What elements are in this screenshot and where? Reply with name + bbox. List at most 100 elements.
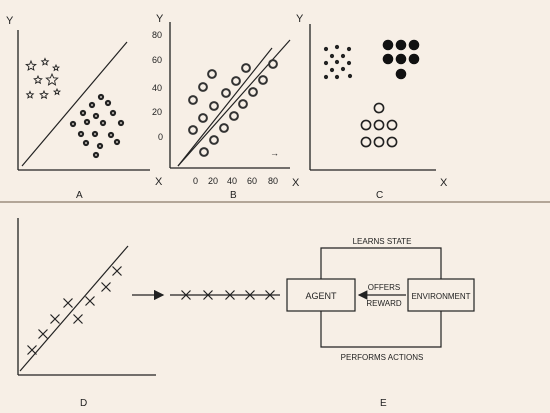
cross-mark-icon bbox=[101, 282, 111, 292]
filled-dot-icon bbox=[382, 39, 394, 51]
agent-label: AGENT bbox=[305, 291, 337, 301]
star-icon bbox=[33, 74, 43, 85]
panel-b-x-tick: 60 bbox=[247, 176, 257, 186]
filled-dot-icon bbox=[323, 60, 329, 66]
star-icon bbox=[40, 57, 50, 66]
filled-dot-icon bbox=[340, 53, 346, 59]
cross-mark-icon bbox=[225, 290, 235, 300]
cross-mark-icon bbox=[50, 314, 60, 324]
panel-b-regression-line-1 bbox=[177, 47, 273, 167]
panel-a-star-cluster bbox=[25, 57, 62, 100]
panel-b-x-ticks: 0 20 40 60 80 bbox=[193, 176, 278, 186]
panel-d-caption: D bbox=[80, 398, 87, 409]
panel-b-ring-points bbox=[188, 59, 278, 157]
filled-dot-icon bbox=[95, 154, 97, 156]
panel-b-y-tick: 80 bbox=[152, 30, 162, 40]
ring-icon bbox=[221, 88, 231, 98]
cross-mark-icon bbox=[181, 290, 191, 300]
cross-mark-icon bbox=[73, 314, 83, 324]
ring-icon bbox=[219, 123, 229, 133]
panel-c-caption: C bbox=[376, 190, 383, 201]
environment-label: ENVIRONMENT bbox=[411, 292, 470, 301]
cross-mark-icon bbox=[63, 298, 73, 308]
panel-b-x-tick: 40 bbox=[227, 176, 237, 186]
panel-d-output-crosses bbox=[181, 290, 275, 300]
filled-dot-icon bbox=[347, 73, 353, 79]
ring-icon bbox=[238, 99, 248, 109]
filled-dot-icon bbox=[408, 53, 420, 65]
panel-b-y-tick: 60 bbox=[152, 55, 162, 65]
filled-dot-icon bbox=[334, 59, 340, 65]
filled-dot-icon bbox=[72, 123, 74, 125]
filled-dot-icon bbox=[107, 102, 109, 104]
cross-mark-icon bbox=[203, 290, 213, 300]
panel-b-x-tick: 20 bbox=[208, 176, 218, 186]
cross-mark-icon bbox=[245, 290, 255, 300]
filled-dot-icon bbox=[100, 96, 102, 98]
cross-mark-icon bbox=[38, 329, 48, 339]
filled-dot-icon bbox=[94, 133, 96, 135]
ring-icon bbox=[209, 101, 219, 111]
panel-a-separator-line bbox=[21, 41, 128, 167]
ring-icon bbox=[207, 69, 217, 79]
ring-icon bbox=[209, 135, 219, 145]
filled-dot-icon bbox=[110, 134, 112, 136]
filled-dot-icon bbox=[120, 122, 122, 124]
panel-a-caption: A bbox=[76, 190, 83, 201]
ring-icon bbox=[231, 76, 241, 86]
filled-dot-icon bbox=[329, 53, 335, 59]
panel-a-x-label: X bbox=[155, 176, 163, 188]
performs-actions-label: PERFORMS ACTIONS bbox=[341, 353, 424, 362]
filled-dot-icon bbox=[323, 74, 329, 80]
ring-icon bbox=[229, 111, 239, 121]
filled-dot-icon bbox=[102, 122, 104, 124]
panel-b-y-tick: 0 bbox=[158, 132, 163, 142]
ring-icon bbox=[268, 59, 278, 69]
panel-b-y-tick: 20 bbox=[152, 107, 162, 117]
ring-icon bbox=[188, 125, 198, 135]
learns-state-label: LEARNS STATE bbox=[353, 237, 412, 246]
filled-dot-icon bbox=[80, 133, 82, 135]
panel-c-x-label: X bbox=[440, 177, 448, 189]
ring-icon bbox=[199, 147, 209, 157]
arrow-icon: → bbox=[270, 148, 279, 158]
performs-actions-loop bbox=[320, 311, 442, 348]
ring-icon bbox=[188, 95, 198, 105]
panel-a-y-label: Y bbox=[6, 15, 14, 27]
learns-state-loop bbox=[320, 247, 442, 279]
filled-dot-icon bbox=[112, 112, 114, 114]
offers-label: OFFERS bbox=[368, 283, 400, 292]
star-icon bbox=[52, 87, 62, 96]
panel-a-dot-cluster bbox=[69, 93, 125, 159]
ring-icon bbox=[386, 119, 398, 131]
panel-c-small-dot-cluster bbox=[323, 44, 353, 80]
ring-icon bbox=[360, 119, 372, 131]
panel-c-ring-cluster bbox=[360, 102, 398, 148]
filled-dot-icon bbox=[408, 39, 420, 51]
panel-b-caption: B bbox=[230, 190, 237, 201]
filled-dot-icon bbox=[91, 104, 93, 106]
panel-b-y-tick: 40 bbox=[152, 83, 162, 93]
filled-dot-icon bbox=[346, 60, 352, 66]
filled-dot-icon bbox=[334, 44, 340, 50]
ring-icon bbox=[373, 136, 385, 148]
panel-b-y-ticks: 80 60 40 20 0 bbox=[152, 30, 163, 142]
cross-mark-icon bbox=[265, 290, 275, 300]
star-icon bbox=[25, 90, 35, 99]
filled-dot-icon bbox=[382, 53, 394, 65]
filled-dot-icon bbox=[95, 115, 97, 117]
filled-dot-icon bbox=[334, 74, 340, 80]
panel-a: Y X A bbox=[6, 15, 163, 201]
star-icon bbox=[39, 89, 49, 100]
star-icon bbox=[51, 63, 61, 72]
panel-c-large-dot-cluster bbox=[382, 39, 420, 80]
panel-b-y-label: Y bbox=[156, 13, 164, 25]
ring-icon bbox=[258, 75, 268, 85]
ring-icon bbox=[386, 136, 398, 148]
ring-icon bbox=[198, 82, 208, 92]
panel-b-x-tick: 0 bbox=[193, 176, 198, 186]
panel-e-caption: E bbox=[380, 398, 387, 409]
ring-icon bbox=[360, 136, 372, 148]
ring-icon bbox=[373, 102, 385, 114]
